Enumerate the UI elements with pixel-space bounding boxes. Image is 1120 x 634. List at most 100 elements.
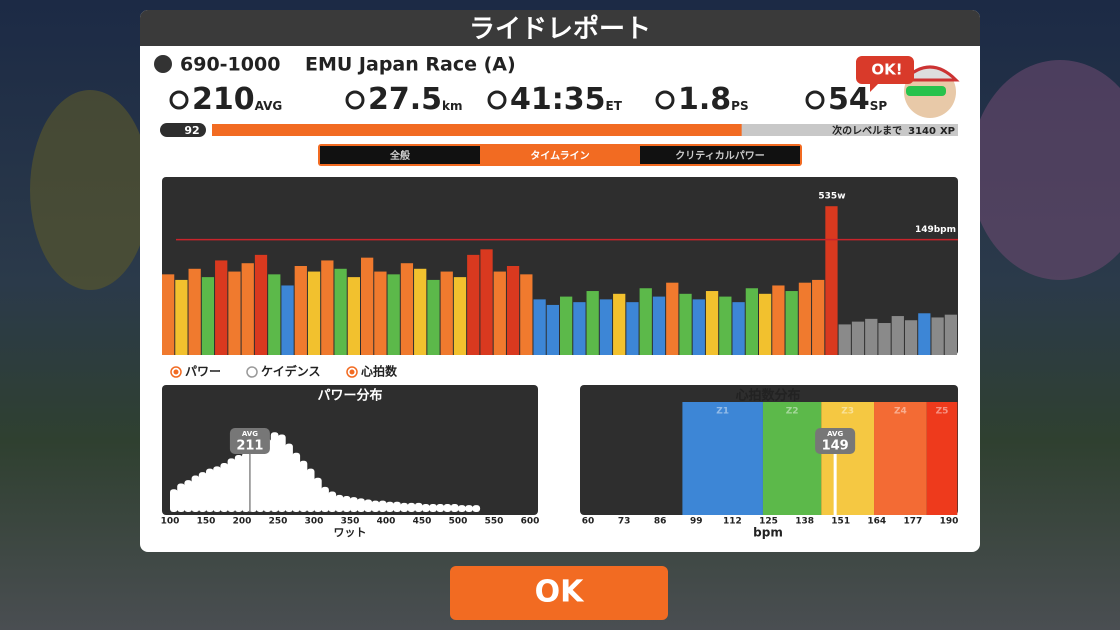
legend-dot[interactable] [349, 369, 355, 375]
event-name: EMU Japan Race (A) [305, 54, 516, 76]
hr-zone [926, 402, 958, 515]
power-hist-bar [371, 500, 380, 512]
power-hist-bar [400, 502, 409, 512]
power-hist-bar [220, 462, 229, 512]
ok-button[interactable] [450, 566, 668, 620]
power-x-tick: 600 [521, 517, 540, 527]
tab-label[interactable]: クリティカルパワー [675, 150, 764, 162]
power-bar [825, 206, 838, 355]
power-hist-bar [198, 472, 207, 512]
power-hist-bar [414, 502, 423, 512]
tab-label[interactable]: 全般 [389, 149, 410, 162]
route: 690-1000 [180, 54, 280, 76]
power-bar [414, 268, 427, 355]
tab[interactable] [480, 146, 640, 164]
legend-marker[interactable] [246, 366, 258, 378]
power-hist-bar [249, 448, 257, 512]
hr-zone [874, 402, 927, 515]
power-bar [944, 314, 957, 355]
ok-bubble [856, 56, 914, 92]
power-hist-bar [256, 443, 265, 512]
stat-unit: AVG [255, 99, 283, 113]
hr-avg: 149 [822, 439, 849, 454]
power-bar [639, 288, 652, 355]
xp: 3140 [908, 126, 936, 137]
power-x-tick: 450 [413, 517, 432, 527]
power-avg-tag-label: AVG [242, 430, 258, 438]
hr-x-tick: 177 [904, 517, 923, 527]
power-hist-bar [342, 496, 351, 512]
stat-unit: PS [731, 99, 748, 113]
power-avg: 211 [236, 439, 263, 454]
power-hist-bar [191, 475, 200, 512]
power-bar [626, 302, 639, 355]
hr-zone-label: Z5 [936, 407, 949, 417]
power-hist-bar [306, 468, 315, 512]
next-level-label: 次のレベルまで [832, 124, 902, 137]
power-bar [918, 313, 931, 355]
power-hist-bar [443, 504, 452, 512]
avatar: OK! [856, 56, 960, 118]
power-x-tick: 250 [269, 517, 288, 527]
stat-value: 54 [828, 82, 870, 117]
power-hist-bar [429, 504, 437, 512]
power-hist-bar [386, 501, 394, 512]
level-badge [160, 123, 206, 137]
power-bar [400, 263, 414, 355]
power-bar [666, 282, 679, 355]
stat-value: 1.8 [678, 82, 731, 117]
power-bar [361, 257, 374, 355]
stat: 1.8PS [678, 82, 749, 117]
hr-avg-tag [815, 428, 856, 454]
power-x-tick: 150 [197, 517, 216, 527]
stat-icon [655, 90, 675, 110]
power-x-tick: 300 [305, 517, 324, 527]
stat: 41:35ET [510, 82, 623, 117]
stat-icon [805, 90, 825, 110]
power-bar [387, 274, 400, 355]
power-avg-tag [229, 428, 270, 454]
power-bar [613, 293, 626, 355]
hr-zone [762, 402, 822, 515]
stat: 27.5km [368, 82, 463, 117]
power-x-tick: 550 [485, 517, 504, 527]
power-hist-bar [450, 504, 459, 512]
ok-button-label[interactable]: OK [535, 575, 586, 610]
power-bar [759, 293, 772, 355]
power-bar [798, 282, 812, 355]
legend-dot[interactable] [173, 369, 179, 375]
power-bar [241, 263, 254, 355]
power-hist-bar [184, 480, 193, 512]
hr-x-tick: 112 [723, 517, 742, 527]
avatar-glasses [906, 86, 946, 96]
hr-zone-label: Z1 [716, 407, 729, 417]
tab[interactable] [640, 146, 800, 164]
power-hist-bar [436, 504, 445, 512]
level: 92 [184, 124, 199, 137]
legend-label[interactable]: パワー [185, 365, 221, 379]
legend-label[interactable]: ケイデンス [261, 364, 321, 379]
route-icon [154, 55, 172, 73]
power-bar [599, 299, 613, 355]
power-hist-bar [458, 505, 466, 512]
tab-label[interactable]: タイムライン [530, 150, 589, 162]
power-bar [201, 277, 215, 355]
title-bar [140, 10, 980, 46]
power-bar [307, 271, 321, 355]
power-bar [440, 271, 453, 355]
power-bar [321, 260, 334, 355]
power-bar [162, 274, 175, 355]
power-bar [692, 299, 705, 355]
power-bar [281, 285, 294, 355]
power-hist-bar [321, 486, 329, 512]
legend-label[interactable]: 心拍数 [361, 364, 398, 379]
stat-unit: km [442, 99, 462, 113]
power-bar [865, 318, 878, 355]
tab[interactable] [320, 146, 480, 164]
power-bar [878, 323, 891, 355]
tree [30, 90, 150, 290]
power-bar [560, 296, 573, 355]
power-bar [719, 296, 732, 355]
power-bar [347, 277, 360, 355]
